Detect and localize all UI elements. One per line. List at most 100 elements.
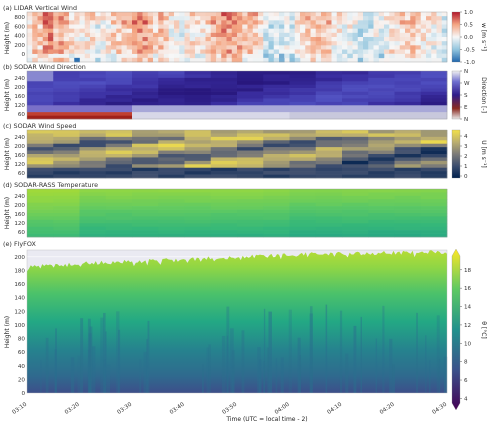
panel-a-cell bbox=[27, 16, 33, 21]
panel-a-cell bbox=[373, 49, 380, 54]
panel-e-streak bbox=[92, 346, 96, 393]
panel-a-cell bbox=[121, 20, 128, 25]
panel-a-cell bbox=[326, 53, 332, 59]
panel-a-cell bbox=[436, 53, 443, 59]
panel-b-cell bbox=[263, 71, 290, 75]
panel-a-cell bbox=[226, 53, 233, 59]
panel-b-cell bbox=[210, 84, 238, 89]
panel-c-cell bbox=[132, 157, 159, 162]
panel-a-cell bbox=[289, 12, 296, 17]
panel-b-cell bbox=[79, 74, 107, 79]
panel-a-cell bbox=[436, 12, 443, 17]
panel-c-cell bbox=[210, 174, 238, 179]
panel-c-cell bbox=[210, 164, 238, 169]
panel-a-cell bbox=[258, 28, 264, 34]
panel-a-cell bbox=[95, 45, 101, 50]
panel-c-cell bbox=[53, 133, 80, 138]
panel-c-title: (c) SODAR Wind Speed bbox=[3, 122, 76, 130]
panel-c-cell bbox=[289, 143, 317, 148]
panel-a-cell bbox=[415, 28, 422, 34]
panel-c-cell bbox=[184, 164, 212, 169]
panel-a-cell bbox=[74, 45, 80, 50]
panel-c-ytick: 200 bbox=[14, 144, 25, 150]
panel-a-cell bbox=[284, 28, 290, 34]
panel-d-cell bbox=[105, 213, 133, 217]
panel-a-cell bbox=[347, 20, 353, 25]
panel-c-cell bbox=[342, 143, 369, 148]
panel-b-cell bbox=[79, 84, 107, 89]
panel-a-cell bbox=[95, 28, 101, 34]
panel-a-cell bbox=[69, 41, 75, 46]
panel-c-cell bbox=[237, 136, 264, 141]
panel-a-cell bbox=[184, 53, 191, 59]
panel-d-cell bbox=[53, 199, 80, 204]
panel-a-cell bbox=[105, 32, 112, 38]
panel-a-cell bbox=[126, 28, 133, 34]
panel-d-cell bbox=[315, 226, 343, 231]
panel-d-cell bbox=[315, 213, 343, 217]
panel-c-cell bbox=[27, 167, 54, 172]
panel-d-cell bbox=[184, 195, 212, 200]
panel-b-cell bbox=[158, 115, 185, 120]
panel-c-cell bbox=[132, 171, 159, 175]
panel-a-cell bbox=[116, 24, 122, 29]
panel-d-cell bbox=[368, 223, 395, 228]
panel-a-cell bbox=[32, 32, 38, 38]
panel-a-cell bbox=[137, 20, 143, 25]
panel-a-ytick: 400 bbox=[14, 34, 25, 40]
panel-c-cell bbox=[184, 130, 212, 134]
panel-a-cell bbox=[163, 57, 170, 63]
panel-a-cell bbox=[394, 49, 401, 54]
panel-a-cell bbox=[389, 37, 395, 42]
panel-d-cell bbox=[79, 209, 107, 214]
panel-a-cell bbox=[273, 12, 280, 17]
panel-c-cell bbox=[132, 133, 159, 138]
panel-a-cell bbox=[426, 20, 432, 25]
panel-a-cell bbox=[263, 49, 269, 54]
panel-d-cell bbox=[105, 219, 133, 224]
panel-c-cell bbox=[263, 130, 290, 134]
panel-e-streak bbox=[230, 328, 234, 393]
colorbar-a-tick: 1.0 bbox=[464, 10, 473, 16]
panel-a-cell bbox=[137, 32, 143, 38]
panel-c-cell bbox=[263, 150, 290, 155]
panel-d-cell bbox=[79, 206, 107, 210]
panel-a-cell bbox=[357, 49, 364, 54]
panel-c-cell bbox=[79, 160, 107, 165]
panel-a-cell bbox=[84, 49, 91, 54]
panel-a-cell bbox=[69, 45, 75, 50]
panel-c-cell bbox=[368, 133, 395, 138]
panel-a-cell bbox=[378, 45, 385, 50]
panel-a-cell bbox=[378, 41, 385, 46]
panel-a-cell bbox=[231, 45, 238, 50]
panel-a-cell bbox=[321, 16, 327, 21]
panel-c-cell bbox=[263, 154, 290, 158]
panel-a-cell bbox=[300, 41, 306, 46]
panel-d-cell bbox=[27, 223, 54, 228]
panel-a-cell bbox=[100, 20, 107, 25]
panel-a-cell bbox=[74, 32, 80, 38]
panel-b-cell bbox=[184, 74, 212, 79]
panel-c-cell bbox=[342, 171, 369, 175]
panel-c-cell bbox=[342, 136, 369, 141]
panel-a-cell bbox=[221, 49, 227, 54]
panel-e-streak bbox=[266, 347, 270, 393]
panel-c-cell bbox=[289, 164, 317, 169]
panel-a-cell bbox=[321, 37, 327, 42]
panel-a-cell bbox=[347, 24, 353, 29]
panel-a-cell bbox=[153, 16, 159, 21]
panel-a-cell bbox=[116, 41, 122, 46]
panel-a-cell bbox=[168, 45, 175, 50]
panel-d-cell bbox=[53, 192, 80, 197]
panel-a-cell bbox=[284, 24, 290, 29]
panel-b-cell bbox=[237, 108, 264, 113]
panel-a-cell bbox=[132, 41, 138, 46]
panel-a-cell bbox=[352, 45, 359, 50]
panel-a-cell bbox=[315, 20, 322, 25]
panel-d-cell bbox=[184, 223, 212, 228]
panel-a-cell bbox=[200, 20, 206, 25]
panel-a-cell bbox=[384, 16, 390, 21]
panel-b-cell bbox=[368, 112, 395, 116]
panel-a-cell bbox=[27, 20, 33, 25]
panel-a-cell bbox=[373, 41, 380, 46]
